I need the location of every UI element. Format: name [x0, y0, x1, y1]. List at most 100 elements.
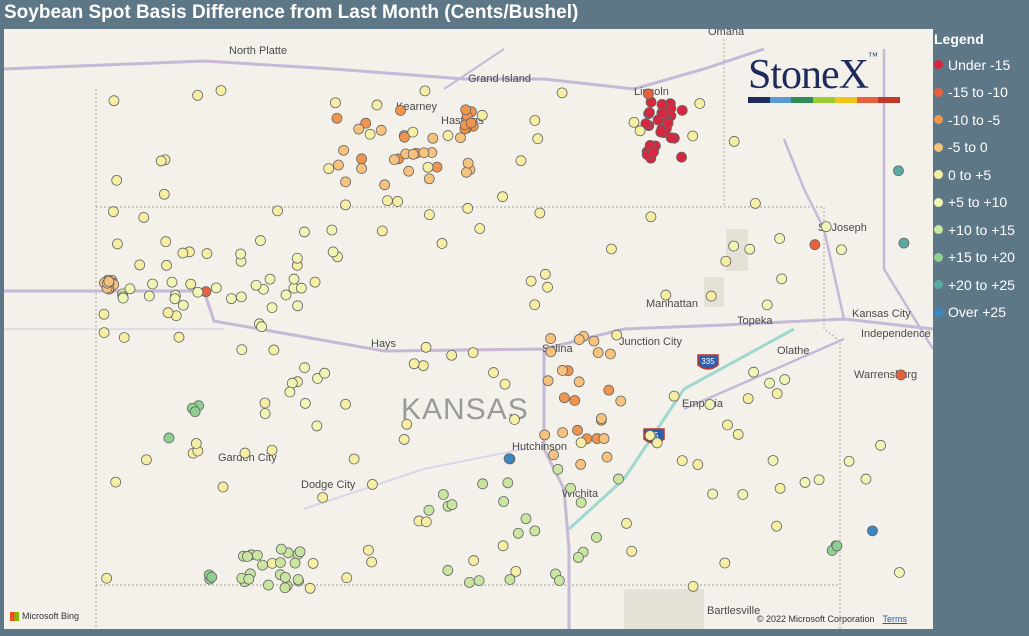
basis-point[interactable]: [655, 126, 667, 138]
basis-point[interactable]: [645, 211, 657, 223]
basis-point[interactable]: [656, 99, 668, 110]
basis-point[interactable]: [327, 246, 339, 258]
basis-point[interactable]: [192, 286, 204, 298]
basis-point[interactable]: [809, 239, 821, 251]
legend-item[interactable]: -10 to -5: [934, 106, 1029, 134]
basis-point[interactable]: [573, 334, 585, 345]
basis-point[interactable]: [558, 392, 570, 404]
terms-link[interactable]: Terms: [882, 614, 908, 624]
basis-point[interactable]: [279, 582, 291, 594]
basis-point[interactable]: [542, 375, 554, 387]
basis-point[interactable]: [512, 527, 524, 539]
basis-point[interactable]: [569, 395, 581, 406]
basis-point[interactable]: [398, 434, 410, 445]
basis-point[interactable]: [235, 291, 247, 303]
basis-point[interactable]: [169, 293, 181, 305]
basis-point[interactable]: [591, 531, 602, 543]
basis-point[interactable]: [364, 128, 376, 140]
basis-point[interactable]: [296, 282, 307, 294]
basis-point[interactable]: [101, 572, 113, 584]
basis-point[interactable]: [488, 367, 499, 378]
legend-item[interactable]: Under -15: [934, 51, 1029, 79]
basis-point[interactable]: [606, 243, 617, 255]
basis-point[interactable]: [860, 473, 872, 485]
basis-point[interactable]: [477, 478, 488, 490]
basis-point[interactable]: [728, 240, 740, 252]
basis-point[interactable]: [462, 202, 474, 214]
basis-point[interactable]: [289, 557, 301, 569]
basis-point[interactable]: [539, 268, 551, 280]
basis-point[interactable]: [225, 293, 237, 305]
basis-point[interactable]: [720, 255, 732, 267]
basis-point[interactable]: [210, 282, 222, 294]
basis-point[interactable]: [110, 476, 122, 488]
basis-point[interactable]: [379, 179, 391, 191]
basis-point[interactable]: [275, 543, 287, 555]
basis-point[interactable]: [268, 344, 280, 356]
basis-point[interactable]: [462, 157, 474, 169]
basis-point[interactable]: [366, 556, 378, 568]
basis-point[interactable]: [642, 88, 654, 100]
basis-point[interactable]: [257, 559, 268, 571]
basis-point[interactable]: [407, 148, 419, 160]
basis-point[interactable]: [292, 574, 304, 585]
basis-point[interactable]: [263, 579, 274, 591]
legend-item[interactable]: +10 to +15: [934, 216, 1029, 244]
basis-point[interactable]: [598, 433, 610, 444]
basis-point[interactable]: [613, 473, 624, 485]
basis-point[interactable]: [288, 273, 300, 285]
basis-point[interactable]: [595, 413, 607, 424]
basis-point[interactable]: [534, 207, 546, 219]
basis-point[interactable]: [417, 360, 429, 372]
basis-point[interactable]: [161, 259, 172, 271]
basis-point[interactable]: [141, 454, 152, 466]
basis-point[interactable]: [317, 492, 329, 503]
basis-point[interactable]: [464, 576, 475, 588]
basis-point[interactable]: [498, 496, 510, 507]
basis-point[interactable]: [704, 399, 716, 410]
basis-point[interactable]: [764, 377, 775, 389]
basis-point[interactable]: [742, 393, 754, 405]
basis-point[interactable]: [525, 275, 537, 287]
basis-point[interactable]: [774, 482, 786, 494]
basis-point[interactable]: [767, 455, 779, 466]
basis-point[interactable]: [831, 540, 843, 552]
basis-point[interactable]: [676, 151, 687, 163]
basis-point[interactable]: [112, 238, 123, 250]
basis-point[interactable]: [284, 386, 296, 398]
basis-point[interactable]: [644, 107, 655, 118]
basis-point[interactable]: [687, 130, 699, 142]
basis-point[interactable]: [893, 165, 904, 177]
basis-point[interactable]: [520, 513, 532, 525]
basis-point[interactable]: [545, 333, 557, 344]
basis-point[interactable]: [158, 188, 170, 200]
basis-point[interactable]: [311, 420, 323, 432]
basis-point[interactable]: [330, 97, 341, 109]
basis-point[interactable]: [299, 226, 310, 238]
basis-point[interactable]: [467, 347, 479, 358]
basis-point[interactable]: [895, 369, 907, 381]
basis-point[interactable]: [280, 289, 292, 301]
basis-point[interactable]: [407, 126, 419, 138]
basis-point[interactable]: [307, 558, 319, 569]
basis-point[interactable]: [166, 276, 178, 288]
basis-point[interactable]: [460, 104, 472, 116]
basis-point[interactable]: [206, 571, 218, 583]
basis-point[interactable]: [813, 474, 825, 486]
basis-point[interactable]: [266, 302, 278, 314]
basis-point[interactable]: [408, 358, 420, 370]
basis-point[interactable]: [437, 489, 449, 500]
legend-item[interactable]: +20 to +25: [934, 271, 1029, 299]
basis-point[interactable]: [515, 155, 527, 167]
basis-point[interactable]: [333, 159, 344, 171]
basis-point[interactable]: [499, 378, 511, 390]
basis-point[interactable]: [422, 161, 434, 173]
basis-point[interactable]: [836, 244, 847, 256]
basis-point[interactable]: [323, 163, 335, 175]
basis-point[interactable]: [401, 418, 413, 430]
basis-point[interactable]: [98, 308, 110, 320]
basis-point[interactable]: [239, 447, 251, 459]
basis-point[interactable]: [108, 95, 120, 107]
basis-point[interactable]: [843, 455, 855, 467]
basis-point[interactable]: [436, 238, 448, 249]
